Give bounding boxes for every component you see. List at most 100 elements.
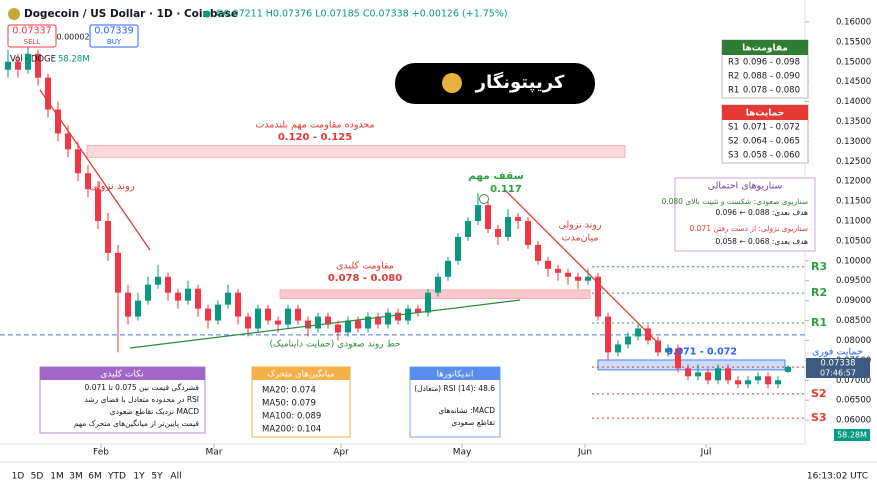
volume-value: 58.28M (58, 55, 90, 65)
table-title: مقاومت‌ها (742, 44, 788, 54)
candle-body (645, 328, 651, 341)
box-item: MA200: 0.104 (262, 425, 321, 435)
candle-body (85, 173, 91, 190)
candle-body (515, 217, 521, 222)
box-item: RSI در محدوده متعادل با فضای رشد (84, 395, 199, 404)
scenario: سناریوی نزولی: از دست رفتن 0.071 (690, 224, 808, 233)
range-button[interactable]: 1M (50, 472, 64, 482)
y-tick-label: 0.09500 (836, 276, 871, 286)
candle-body (425, 292, 431, 313)
sell-price: 0.07337 (12, 26, 51, 37)
box-header (410, 367, 500, 380)
support-table: حمایت‌ها S1 0.071 - 0.072 S2 0.064 - 0.0… (721, 104, 809, 164)
logo-coin (442, 73, 462, 93)
sell-box[interactable] (7, 24, 57, 48)
y-tick-label: 0.12500 (836, 157, 871, 167)
candle-body (375, 316, 381, 325)
candle-body (545, 260, 551, 269)
scenario: هدف بعدی: 0.068 ← 0.058 (715, 237, 808, 246)
candle-body (145, 284, 151, 301)
range-button[interactable]: 6M (88, 472, 102, 482)
uptrend-line (129, 299, 521, 349)
table-cell: S2 (728, 137, 739, 147)
candle-body (335, 324, 341, 333)
table-header (722, 105, 808, 120)
y-tick-label: 0.09000 (836, 296, 871, 306)
y-tick-label: 0.13500 (836, 117, 871, 127)
table-cell: S1 (728, 123, 739, 133)
range-button[interactable]: 5D (31, 472, 44, 482)
range-button[interactable]: 1Y (133, 472, 145, 482)
table-cell: 0.088 - 0.090 (743, 72, 800, 82)
level-label: S3 (811, 411, 827, 424)
candle-body (625, 336, 631, 345)
range-button[interactable]: 5Y (151, 472, 163, 482)
candle-body (695, 372, 701, 377)
level-label: R2 (811, 286, 827, 299)
candle-body (195, 288, 201, 309)
key-points-box: نکات کلیدی فشردگی قیمت بین 0.075 تا 0.07… (39, 366, 206, 434)
candle-body (275, 320, 281, 325)
box-title: نکات کلیدی (100, 370, 143, 380)
coin-icon (8, 8, 20, 20)
countdown: 07:46:57 (820, 369, 856, 378)
downtrend-line (39, 89, 151, 251)
candle-body (615, 344, 621, 353)
candle-body (415, 308, 421, 313)
zone (86, 144, 626, 158)
range-button[interactable]: 1D (12, 472, 25, 482)
candle-body (245, 316, 251, 329)
table-cell: R3 (728, 58, 739, 68)
candle-body (765, 376, 771, 385)
candle-body (135, 300, 141, 317)
range-button[interactable]: YTD (107, 472, 126, 482)
candle-body (265, 308, 271, 321)
x-tick-label: Feb (93, 448, 109, 458)
candle-body (565, 272, 571, 277)
annotation: روند نزولی (89, 181, 135, 192)
candle-body (595, 276, 601, 317)
candle-body (305, 320, 311, 329)
candle-body (55, 109, 61, 134)
candle-body (745, 380, 751, 385)
logo-box (395, 63, 595, 104)
candle-body (15, 61, 21, 70)
candle-body (25, 53, 31, 70)
candle-body (315, 316, 321, 329)
level-label: R3 (811, 260, 827, 273)
candle-body (445, 260, 451, 277)
y-tick-label: 0.13000 (836, 137, 871, 147)
logo-text: کریپتونگار (475, 71, 565, 93)
candle-body (705, 372, 711, 381)
zone (597, 359, 786, 371)
candle-body (365, 316, 371, 329)
candle-body (295, 308, 301, 321)
annotation: مقاومت کلیدی (336, 261, 394, 272)
candle-body (255, 308, 261, 329)
candle-body (75, 149, 81, 174)
range-button[interactable]: 3M (69, 472, 83, 482)
candle-body (685, 368, 691, 377)
resistance-table: مقاومت‌ها R3 0.096 - 0.098 R2 0.088 - 0.… (721, 39, 809, 99)
x-tick-label: Jul (700, 448, 712, 458)
clock: 16:13:02 UTC (807, 472, 868, 482)
candle-body (715, 368, 721, 381)
volume-label: Vol · DOGE (10, 55, 56, 65)
y-tick-label: 0.14500 (836, 77, 871, 87)
candle-body (115, 252, 121, 293)
candle-body (105, 221, 111, 253)
box-item: MA20: 0.074 (262, 386, 316, 396)
annotation: روند نزولی (558, 220, 602, 231)
candle-body (395, 312, 401, 321)
box-frame (674, 177, 816, 252)
candle-body (155, 276, 161, 285)
y-tick-label: 0.11500 (836, 197, 871, 207)
annotation: خط روند صعودی (حمایت داینامیک) (269, 340, 400, 350)
candle-body (125, 292, 131, 317)
candle-body (205, 308, 211, 321)
y-tick-label: 0.07000 (836, 376, 871, 386)
range-button[interactable]: All (170, 472, 181, 482)
box-item: RSI (14): 48.6 (متعادل) (414, 384, 495, 393)
buy-box[interactable] (89, 24, 139, 48)
